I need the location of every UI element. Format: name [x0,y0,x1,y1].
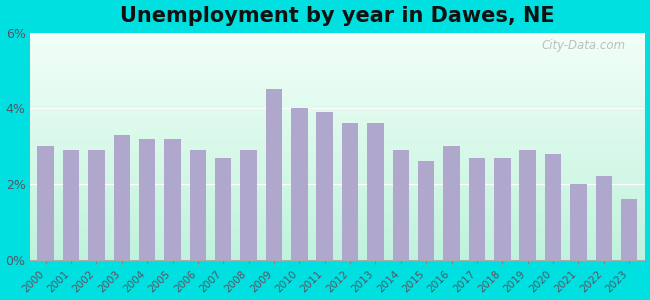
Bar [266,89,282,260]
Bar [367,124,383,260]
Bar [570,184,587,260]
Text: City-Data.com: City-Data.com [542,40,626,52]
Bar [621,199,638,260]
Bar [38,146,54,260]
Bar [443,146,460,260]
Bar [494,158,511,260]
Bar [469,158,486,260]
Bar [545,154,562,260]
Bar [393,150,409,260]
Bar [139,139,155,260]
Bar [317,112,333,260]
Bar [240,150,257,260]
Title: Unemployment by year in Dawes, NE: Unemployment by year in Dawes, NE [120,6,554,26]
Bar [291,108,307,260]
Bar [342,124,358,260]
Bar [190,150,206,260]
Bar [114,135,130,260]
Bar [215,158,231,260]
Bar [88,150,105,260]
Bar [164,139,181,260]
Bar [519,150,536,260]
Bar [418,161,434,260]
Bar [63,150,79,260]
Bar [595,176,612,260]
